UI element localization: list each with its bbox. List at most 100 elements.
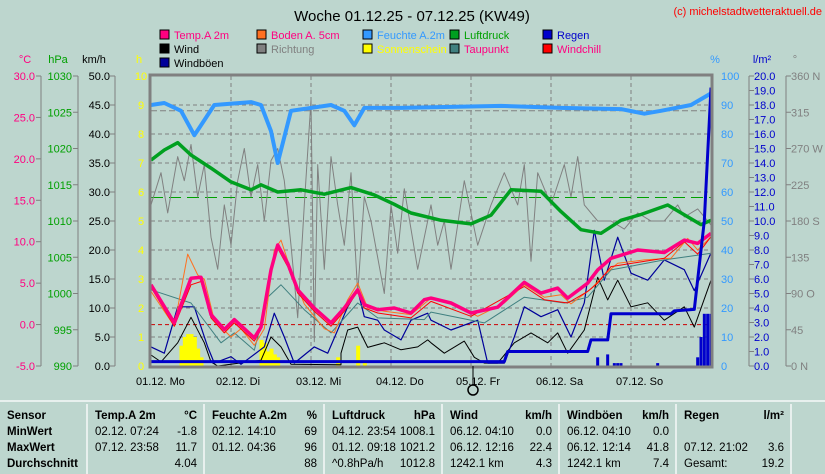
axis-tick-label: 10 <box>721 332 733 344</box>
axis-tick-label: 25.0 <box>89 216 110 228</box>
axis-tick-label: 1000 <box>48 289 72 301</box>
axis-tick-label: 15.0 <box>14 195 35 207</box>
legend: Temp.A 2m Boden A. 5cm Feuchte A.2m Luftdru… <box>159 29 601 70</box>
timestamp-cell: 06.12. 04:10 <box>450 426 514 438</box>
axis-tick-label: 1005 <box>48 252 72 264</box>
legend-label: Boden A. 5cm <box>271 30 340 42</box>
value-cell: 88 <box>304 458 317 470</box>
sunshine-bar <box>266 351 271 366</box>
legend-swatch <box>159 43 170 54</box>
sunshine-bar <box>182 337 187 366</box>
column-unit: °C <box>184 410 197 422</box>
table-header-row: Wind km/h <box>443 410 558 425</box>
axis-tick-label: 80 <box>721 129 733 141</box>
value-cell: 1021.2 <box>399 442 435 454</box>
value-cell: 3.6 <box>768 442 784 454</box>
axis-tick-label: 50 <box>721 216 733 228</box>
axis-tick-label: 315 <box>791 107 809 119</box>
row-label: MaxWert <box>7 442 55 454</box>
axis-tick-label: 60 <box>721 187 733 199</box>
axis-tick-label: 10 <box>135 71 147 83</box>
axis-tick-label: 0.0 <box>95 361 110 373</box>
sunshine-bar <box>356 345 361 366</box>
chart-title: Woche 01.12.25 - 07.12.25 (KW49) <box>294 8 530 25</box>
axis-tick-label: 15.0 <box>89 274 110 286</box>
axis-tick-label: 270 W <box>791 144 823 156</box>
timestamp-cell: 07.12. 23:58 <box>95 442 159 454</box>
axis-tick-label: 2.0 <box>754 332 769 344</box>
axis-tick-label: 14.0 <box>754 158 775 170</box>
axis-tick-label: 35.0 <box>89 158 110 170</box>
timestamp-cell: Gesamt: <box>684 458 728 470</box>
axis-tick-label: 4 <box>138 245 144 257</box>
humidity-line <box>150 91 713 165</box>
axis-tick-label: 40.0 <box>89 129 110 141</box>
axis-tick-label: 1.0 <box>754 347 769 359</box>
table-column: Wind km/h 06.12. 04:10 0.0 06.12. 12:16 22.4 1… <box>443 404 560 474</box>
axis-tick-label: 10.0 <box>14 237 35 249</box>
legend-label: Temp.A 2m <box>174 30 229 42</box>
timestamp-cell: 01.12. 04:36 <box>212 442 276 454</box>
copyright-link[interactable]: (c) michelstadtwetteraktuell.de <box>673 6 822 18</box>
legend-swatch <box>449 29 460 40</box>
legend-label: Wind <box>174 44 199 56</box>
axis-tick-label: 45 <box>791 325 803 337</box>
legend-label: Regen <box>557 30 589 42</box>
rain-bar <box>696 357 700 366</box>
axis-tick-label: 100 <box>721 71 739 83</box>
value-cell: 7.4 <box>653 458 669 470</box>
axis-tick-label: 180 S <box>791 216 820 228</box>
table-row: 01.12. 04:36 96 <box>205 442 323 457</box>
legend-label: Luftdruck <box>464 30 510 42</box>
value-cell: -1.8 <box>177 426 197 438</box>
table-row: 06.12. 12:14 41.8 <box>560 442 675 457</box>
column-header: Windböen <box>567 410 623 422</box>
axis-tick-label: 8 <box>138 129 144 141</box>
table-column: Temp.A 2m °C 02.12. 07:24 -1.8 07.12. 23:58 1… <box>88 404 205 474</box>
sunshine-bar <box>262 342 267 366</box>
axis-tick-label: 30.0 <box>89 187 110 199</box>
table-row: 88 <box>205 458 323 473</box>
value-cell: 1008.1 <box>399 426 435 438</box>
axis-tick-label: 1 <box>138 332 144 344</box>
rain-bar <box>706 313 710 366</box>
sunshine-bar <box>179 345 184 366</box>
temperature-line <box>149 232 713 340</box>
table-row: 06.12. 04:10 0.0 <box>443 426 558 441</box>
axis-tick-label: 2 <box>138 303 144 315</box>
timestamp-cell: 06.12. 12:14 <box>567 442 631 454</box>
legend-swatch <box>542 43 553 54</box>
axis-tick-label: 360 N <box>791 71 820 83</box>
table-header-row: Feuchte A.2m% <box>205 410 323 425</box>
axis-tick-label: 50.0 <box>89 71 110 83</box>
row-label: Durchschnitt <box>7 458 78 470</box>
legend-swatch <box>256 43 267 54</box>
rain-bar <box>596 357 600 366</box>
value-cell: 22.4 <box>529 442 552 454</box>
axis-tick-label: 20 <box>721 303 733 315</box>
x-tick-label: 06.12. Sa <box>536 376 584 388</box>
axis-tick-label: 18.0 <box>754 100 775 112</box>
legend-swatch <box>362 43 373 54</box>
column-header: Sensor <box>7 410 46 422</box>
x-tick-label: 05.12. Fr <box>456 376 500 388</box>
axis-tick-label: 20.0 <box>14 154 35 166</box>
statistics-table: Sensor MinWert MaxWert Durchschnitt Temp.A 2… <box>0 400 825 474</box>
axis-unit-humidity: % <box>710 54 720 66</box>
row-label: MinWert <box>7 426 53 438</box>
axis-tick-label: 5.0 <box>20 278 35 290</box>
axis-tick-label: 135 <box>791 252 809 264</box>
dewpoint-line <box>150 252 712 351</box>
axis-tick-label: 12.0 <box>754 187 775 199</box>
axis-tick-label: 30 <box>721 274 733 286</box>
rain-bar <box>699 337 703 366</box>
rain-bar <box>619 363 623 366</box>
table-row: 02.12. 14:10 69 <box>205 426 323 441</box>
legend-label: Feuchte A.2m <box>377 30 445 42</box>
axis-tick-label: 6.0 <box>754 274 769 286</box>
value-cell: 69 <box>304 426 317 438</box>
table-row: 02.12. 07:24 -1.8 <box>88 426 203 441</box>
legend-swatch <box>159 57 170 68</box>
axis-tick-label: 8.0 <box>754 245 769 257</box>
chart-canvas: Woche 01.12.25 - 07.12.25 (KW49) (c) mic… <box>14 6 823 396</box>
